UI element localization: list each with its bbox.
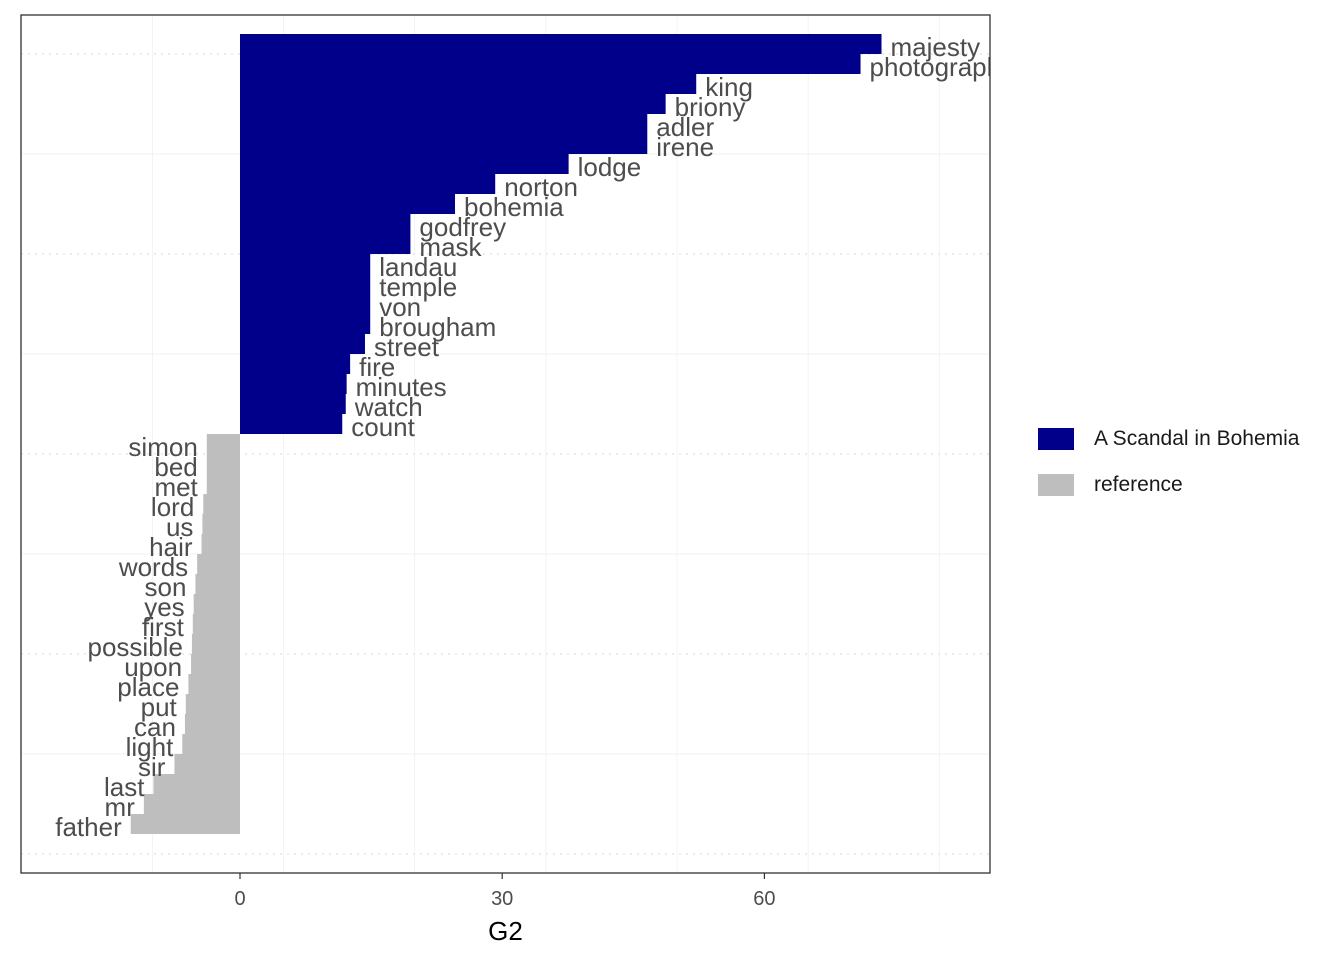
- bar-us: [202, 514, 240, 534]
- bar-label-landau: landau: [379, 252, 457, 282]
- bar-label-son: son: [145, 572, 187, 602]
- bar-sir: [174, 754, 240, 774]
- bar-hair: [201, 534, 240, 554]
- plot-border: [20, 14, 991, 874]
- bar-label-brougham: brougham: [379, 312, 496, 342]
- bar-temple: [240, 274, 371, 294]
- bar-last: [153, 774, 240, 794]
- bar-label-upon: upon: [124, 652, 182, 682]
- bar-bed: [206, 454, 240, 474]
- bar-can: [184, 714, 240, 734]
- bar-met: [206, 474, 240, 494]
- bar-label-put: put: [141, 692, 178, 722]
- panel-mask: [990, 0, 1344, 900]
- bar-label-lord: lord: [151, 492, 194, 522]
- x-tick-label-0: 0: [234, 888, 245, 910]
- bar-label-norton: norton: [504, 172, 578, 202]
- bar-simon: [206, 434, 240, 454]
- bar-label-mr: mr: [105, 792, 136, 822]
- bar-majesty: [240, 34, 882, 54]
- bar-photograph: [240, 54, 861, 74]
- bar-label-lodge: lodge: [578, 152, 642, 182]
- bar-father: [130, 814, 240, 834]
- legend: A Scandal in Bohemia reference: [1038, 416, 1299, 508]
- bar-light: [182, 734, 240, 754]
- bar-label-hair: hair: [149, 532, 193, 562]
- bar-label-majesty: majesty: [891, 32, 981, 62]
- bar-label-von: von: [379, 292, 421, 322]
- bar-label-words: words: [118, 552, 188, 582]
- legend-swatch-reference: [1038, 474, 1074, 496]
- bar-adler: [240, 114, 648, 134]
- bar-fire: [240, 354, 351, 374]
- bar-upon: [191, 654, 240, 674]
- legend-item-reference[interactable]: reference: [1038, 462, 1299, 508]
- bar-label-sir: sir: [138, 752, 166, 782]
- bar-norton: [240, 174, 496, 194]
- bar-label-bohemia: bohemia: [464, 192, 564, 222]
- bar-label-photograph: photograph: [870, 52, 1002, 82]
- bar-label-minutes: minutes: [356, 372, 447, 402]
- bar-lodge: [240, 154, 569, 174]
- bar-place: [188, 674, 240, 694]
- legend-label-scandal: A Scandal in Bohemia: [1094, 427, 1300, 450]
- bar-label-first: first: [142, 612, 185, 642]
- bar-label-mask: mask: [419, 232, 482, 262]
- bar-briony: [240, 94, 666, 114]
- bar-label-fire: fire: [359, 352, 395, 382]
- bar-label-simon: simon: [128, 432, 197, 462]
- x-axis-label: G2: [488, 916, 523, 946]
- bar-minutes: [240, 374, 347, 394]
- bar-son: [195, 574, 240, 594]
- bar-label-irene: irene: [656, 132, 714, 162]
- bar-label-count: count: [351, 412, 415, 442]
- bar-label-adler: adler: [656, 112, 714, 142]
- bar-count: [240, 414, 343, 434]
- bar-first: [192, 614, 240, 634]
- bar-label-briony: briony: [675, 92, 746, 122]
- bar-label-can: can: [134, 712, 176, 742]
- bar-label-watch: watch: [354, 392, 423, 422]
- legend-item-scandal[interactable]: A Scandal in Bohemia: [1038, 416, 1299, 462]
- bar-label-us: us: [166, 512, 193, 542]
- bar-mr: [143, 794, 240, 814]
- bar-label-godfrey: godfrey: [419, 212, 506, 242]
- legend-swatch-scandal: [1038, 428, 1074, 450]
- bar-bohemia: [240, 194, 456, 214]
- bar-label-light: light: [126, 732, 174, 762]
- bar-label-place: place: [117, 672, 179, 702]
- bar-label-bed: bed: [154, 452, 197, 482]
- bar-street: [240, 334, 365, 354]
- bar-label-street: street: [374, 332, 440, 362]
- bar-label-possible: possible: [88, 632, 183, 662]
- x-tick-label-60: 60: [753, 888, 775, 910]
- bar-words: [197, 554, 240, 574]
- bar-king: [240, 74, 697, 94]
- bar-label-yes: yes: [144, 592, 184, 622]
- bar-label-met: met: [154, 472, 198, 502]
- bar-landau: [240, 254, 371, 274]
- bar-label-temple: temple: [379, 272, 457, 302]
- x-tick-label-30: 30: [491, 888, 513, 910]
- bar-godfrey: [240, 214, 411, 234]
- bar-label-king: king: [705, 72, 753, 102]
- bar-label-father: father: [55, 812, 122, 842]
- bar-mask: [240, 234, 411, 254]
- bar-von: [240, 294, 371, 314]
- bar-possible: [191, 634, 240, 654]
- bar-yes: [193, 594, 240, 614]
- bar-irene: [240, 134, 648, 154]
- legend-label-reference: reference: [1094, 473, 1183, 496]
- bar-lord: [203, 494, 240, 514]
- bar-put: [185, 694, 240, 714]
- bar-watch: [240, 394, 346, 414]
- bar-label-last: last: [104, 772, 145, 802]
- bar-brougham: [240, 314, 371, 334]
